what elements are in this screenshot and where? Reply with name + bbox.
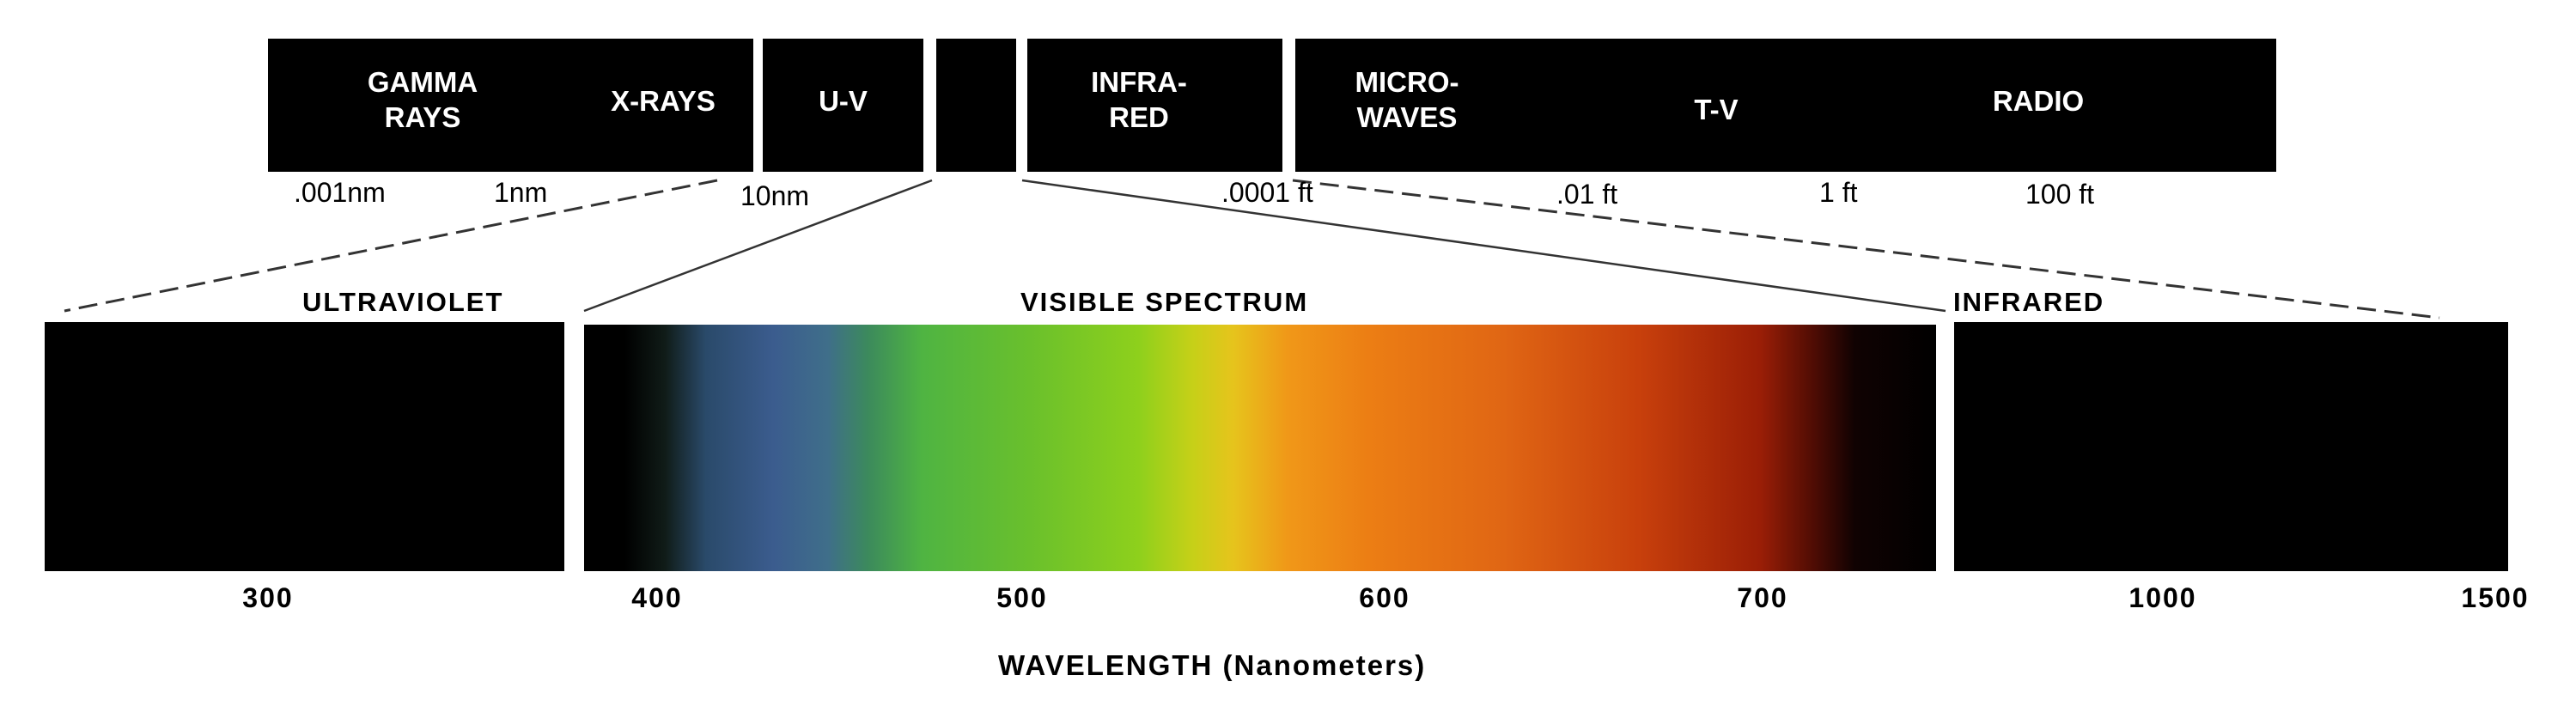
uv-left-connector	[64, 179, 718, 313]
band-label-gamma: GAMMA RAYS	[350, 64, 496, 136]
scale-label: .001nm	[294, 177, 386, 208]
section-label-infrared: INFRARED	[1953, 287, 2105, 317]
tick-label: 500	[996, 582, 1048, 613]
tick-label: 1000	[2128, 582, 2197, 613]
band-visible	[936, 39, 1016, 172]
section-label-ultraviolet: ULTRAVIOLET	[302, 287, 504, 317]
uv-right-connector	[583, 179, 933, 313]
scale-label: .01 ft	[1556, 179, 1618, 210]
scale-label: 1 ft	[1819, 177, 1858, 208]
scale-label: .0001 ft	[1221, 177, 1313, 208]
infrared-panel	[1954, 322, 2508, 571]
microwaves-line-2: WAVES	[1356, 101, 1458, 134]
infrared-line-2: RED	[1109, 101, 1169, 134]
axis-title: WAVELENGTH (Nanometers)	[998, 649, 1427, 681]
band-label-infrared: INFRA- RED	[1075, 64, 1203, 136]
band-label-uv: U-V	[819, 85, 868, 117]
infrared-line-1: INFRA-	[1091, 66, 1187, 98]
tick-label: 700	[1737, 582, 1788, 613]
band-uv: U-V	[763, 39, 923, 172]
tick-label: 300	[242, 582, 294, 613]
scale-label: 1nm	[494, 177, 548, 208]
band-label-tv: T-V	[1694, 94, 1739, 125]
scale-label: 100 ft	[2025, 179, 2095, 210]
tick-label: 400	[631, 582, 683, 613]
band-label-radio: RADIO	[1992, 85, 2085, 117]
section-label-visible: VISIBLE SPECTRUM	[1020, 287, 1309, 317]
tick-label: 600	[1359, 582, 1410, 613]
band-label-microwaves: MICRO- WAVES	[1338, 64, 1476, 136]
band-infrared: INFRA- RED	[1027, 39, 1282, 172]
band-microwave-tv-radio: MICRO- WAVES T-V RADIO	[1295, 39, 2276, 172]
visible-spectrum-panel	[584, 325, 1936, 571]
band-label-xray: X-RAYS	[611, 85, 716, 117]
gamma-line-2: RAYS	[384, 101, 461, 134]
infrared-right-connector	[1292, 179, 2440, 320]
scale-label: 10nm	[740, 180, 810, 211]
visible-right-connector	[1021, 179, 1946, 313]
ultraviolet-panel	[45, 322, 564, 571]
gamma-line-1: GAMMA	[367, 66, 478, 98]
microwaves-line-1: MICRO-	[1355, 66, 1459, 98]
band-gamma-xray: GAMMA RAYS X-RAYS	[268, 39, 753, 172]
tick-label: 1500	[2461, 582, 2530, 613]
